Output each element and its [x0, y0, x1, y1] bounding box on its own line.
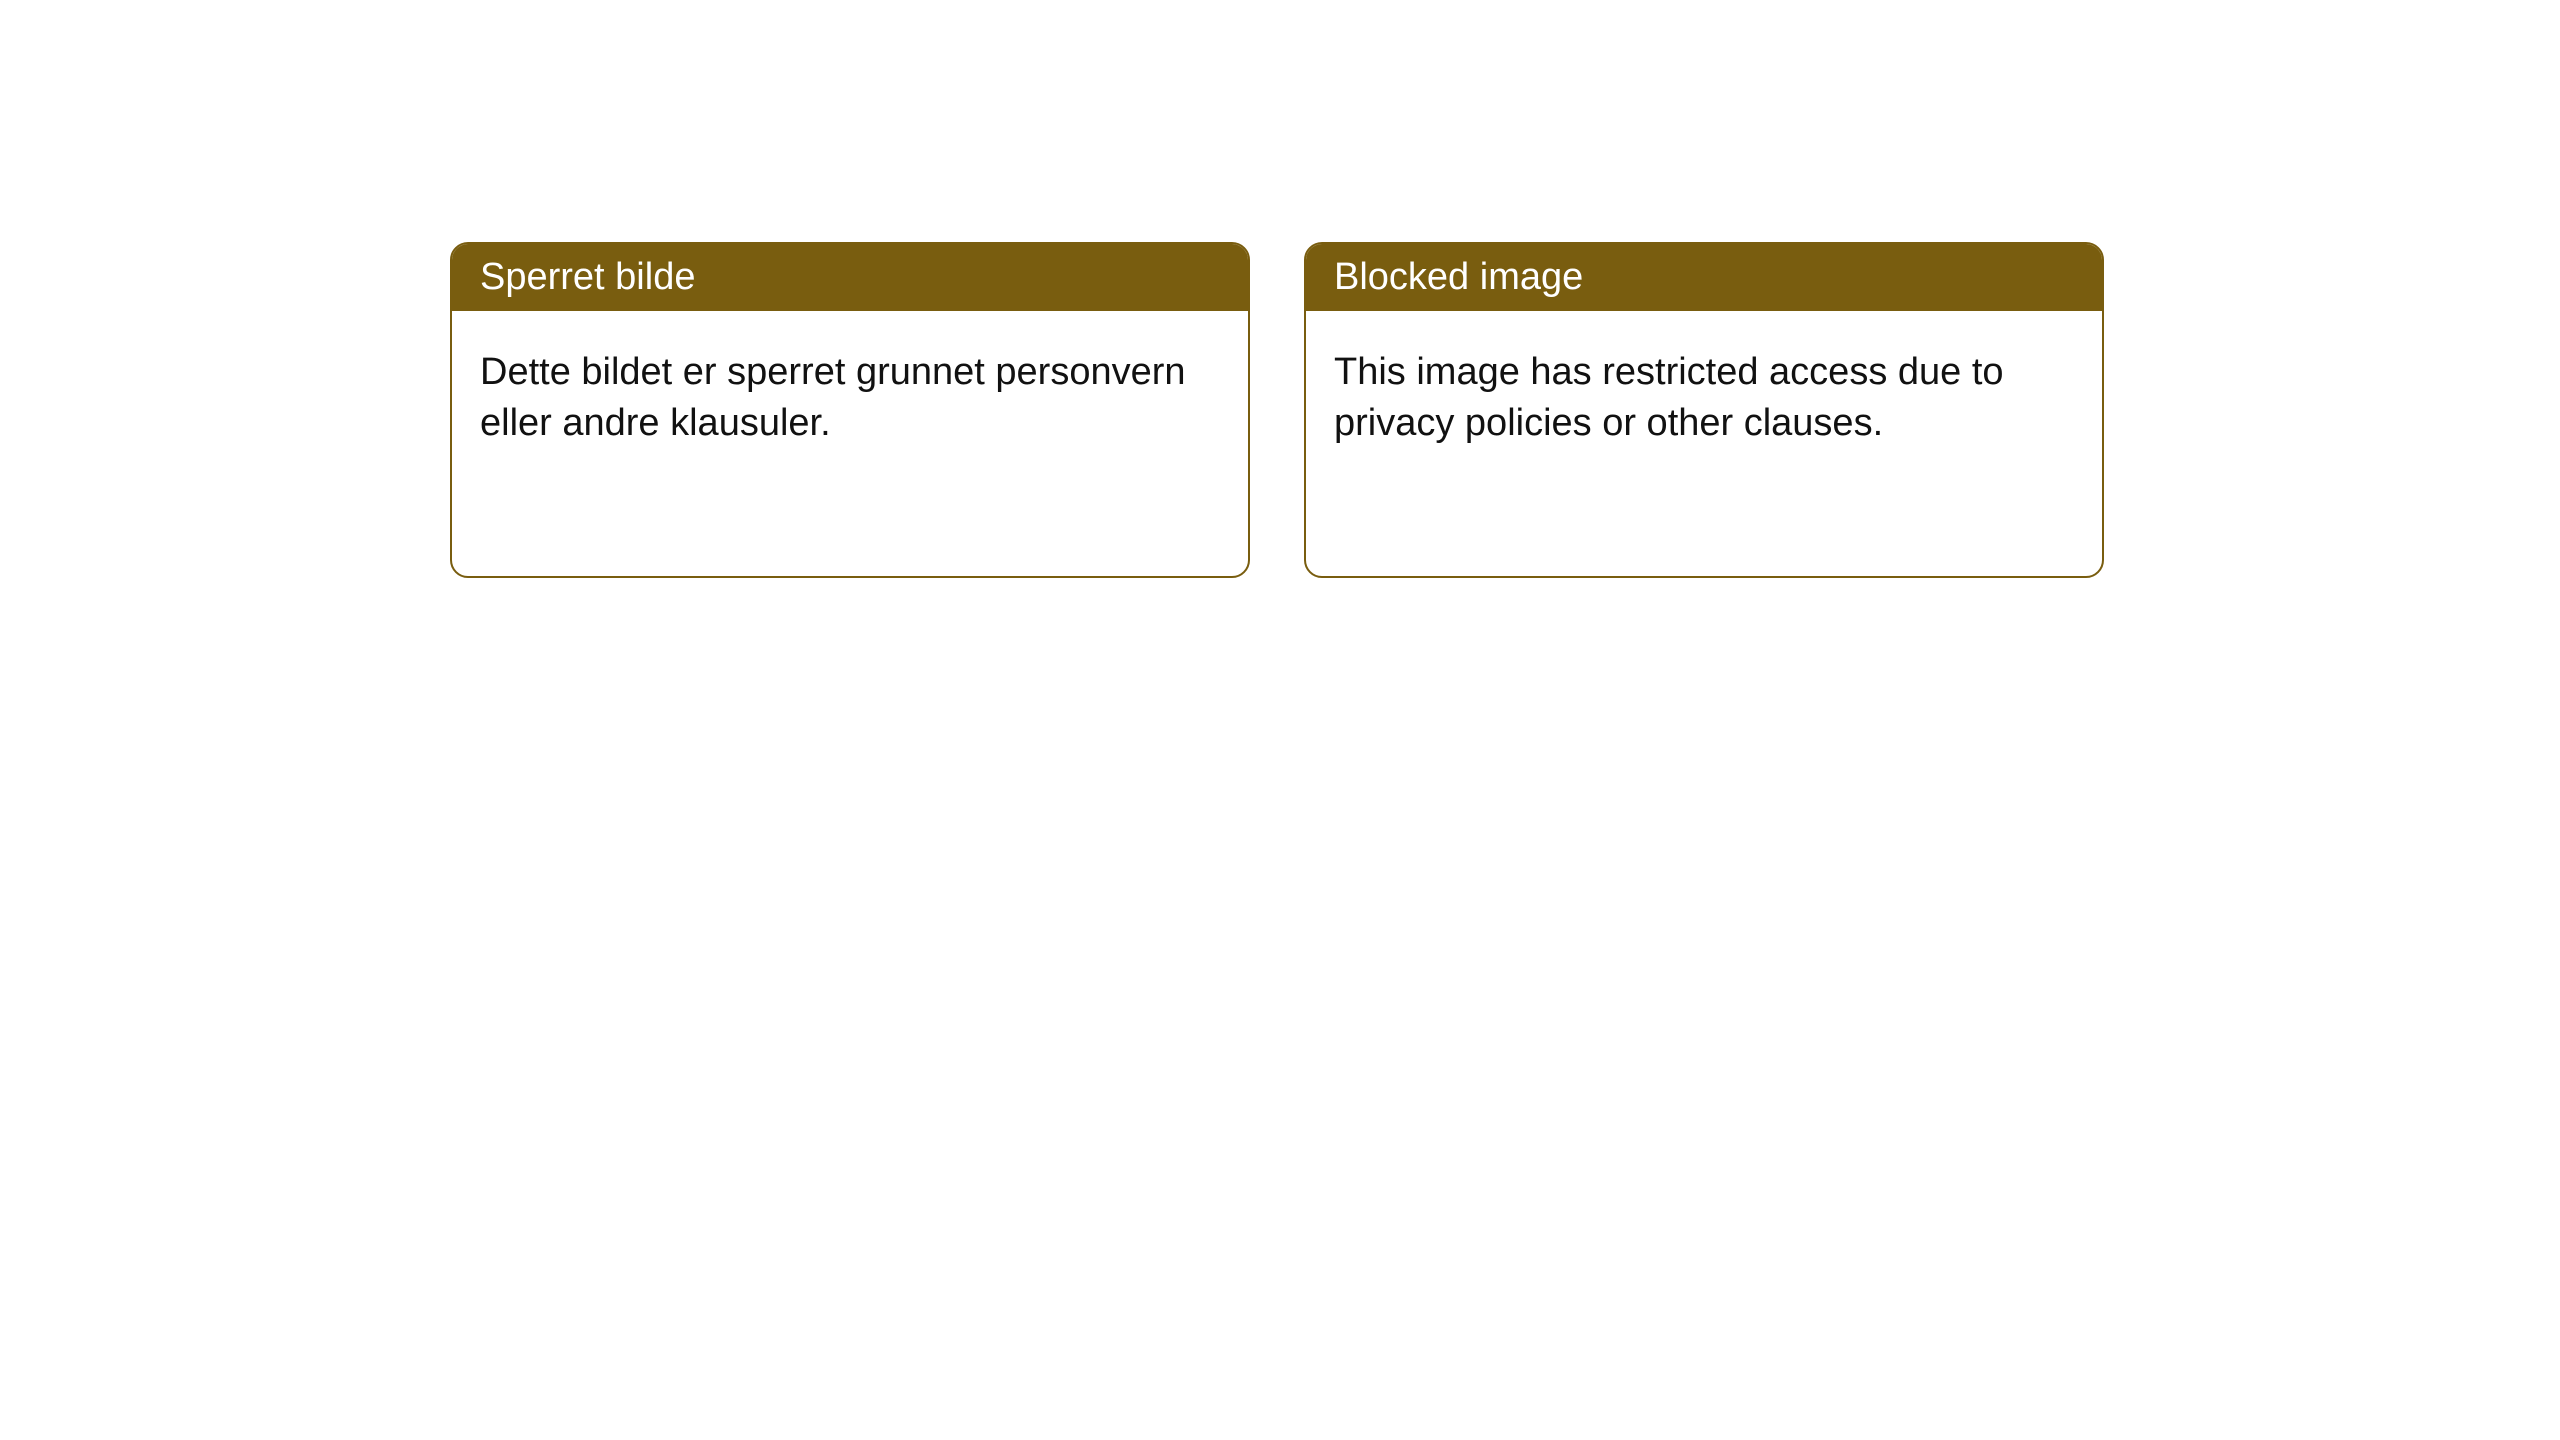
notice-card-header: Blocked image	[1306, 244, 2102, 311]
notice-card-body: This image has restricted access due to …	[1306, 311, 2102, 486]
notice-card-header: Sperret bilde	[452, 244, 1248, 311]
notice-card-body: Dette bildet er sperret grunnet personve…	[452, 311, 1248, 486]
notice-cards-container: Sperret bilde Dette bildet er sperret gr…	[0, 0, 2560, 578]
notice-card-english: Blocked image This image has restricted …	[1304, 242, 2104, 578]
notice-card-norwegian: Sperret bilde Dette bildet er sperret gr…	[450, 242, 1250, 578]
